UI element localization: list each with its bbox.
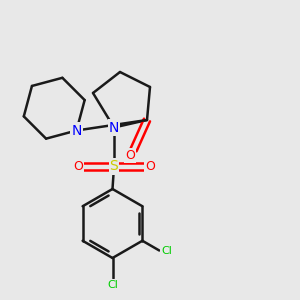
Text: N: N	[71, 124, 82, 137]
Text: S: S	[110, 160, 118, 173]
Text: Cl: Cl	[161, 245, 172, 256]
Text: O: O	[125, 149, 135, 162]
Text: Cl: Cl	[107, 280, 118, 290]
Text: O: O	[73, 160, 83, 173]
Text: N: N	[109, 121, 119, 134]
Text: O: O	[145, 160, 155, 173]
